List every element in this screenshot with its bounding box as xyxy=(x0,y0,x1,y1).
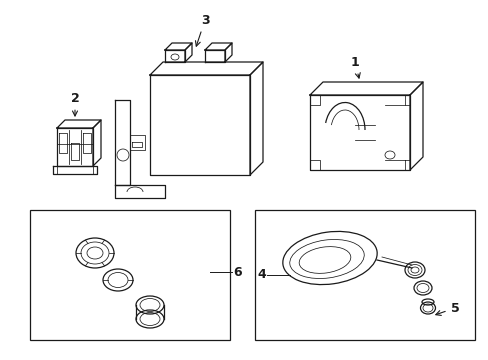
Text: 4: 4 xyxy=(257,269,266,282)
Text: 3: 3 xyxy=(195,14,209,46)
Text: 6: 6 xyxy=(233,266,242,279)
Bar xyxy=(254,210,474,340)
Bar xyxy=(30,210,229,340)
Text: 1: 1 xyxy=(350,55,360,78)
Text: 5: 5 xyxy=(435,302,458,315)
Text: 2: 2 xyxy=(70,91,79,116)
